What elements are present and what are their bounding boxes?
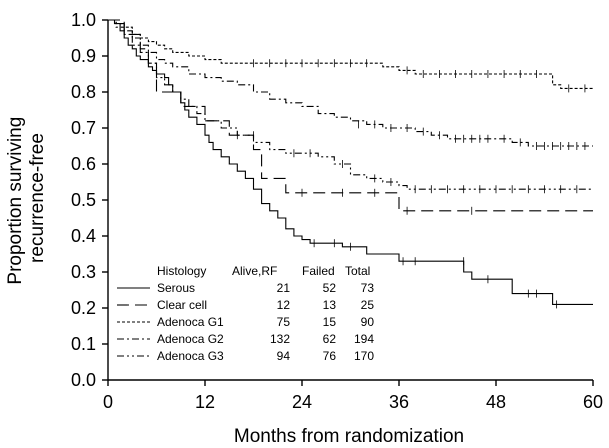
y-tick-label: 0.6: [71, 154, 96, 174]
x-axis-title: Months from randomization: [234, 426, 464, 447]
y-tick-label: 0.8: [71, 82, 96, 102]
y-tick-label: 0.9: [71, 46, 96, 66]
y-axis-title: Proportion surviving recurrence-free: [5, 111, 48, 284]
legend-name: Adenoca G1: [157, 315, 224, 329]
y-tick-label: 0.7: [71, 118, 96, 138]
legend-alive-value: 94: [277, 349, 291, 363]
legend-name: Clear cell: [157, 298, 207, 312]
legend-failed-value: 13: [323, 298, 337, 312]
series-clear-cell-line: [108, 19, 593, 212]
y-tick-label: 0.2: [71, 298, 96, 318]
y-tick-label: 0.3: [71, 262, 96, 282]
y-tick-label: 0.1: [71, 334, 96, 354]
y-axis-title-line-2: recurrence-free: [27, 133, 48, 263]
legend-title: Histology: [157, 264, 206, 278]
y-tick-label: 0.5: [71, 190, 96, 210]
axes: 0.0 0.1 0.2 0.3 0.4 0.5 0.6 0.7 0.8 0.9 1.0 0 12 24 36…: [71, 10, 603, 412]
series-adenoca-g2-line: [108, 19, 593, 147]
legend-total-value: 170: [354, 349, 374, 363]
legend-failed-value: 52: [323, 281, 337, 295]
y-axis-title-line-1: Proportion surviving: [5, 117, 26, 285]
y-tick-label: 0.4: [71, 226, 96, 246]
legend: Histology Alive,RF Failed Total Serous 21…: [117, 264, 374, 363]
legend-name: Serous: [157, 281, 195, 295]
legend-total-value: 73: [361, 281, 375, 295]
legend-alive-value: 21: [277, 281, 291, 295]
legend-total-value: 90: [361, 315, 375, 329]
legend-name: Adenoca G2: [157, 332, 224, 346]
legend-col-failed: Failed: [302, 264, 335, 278]
legend-alive-value: 12: [277, 298, 291, 312]
series-curves: [108, 19, 593, 309]
legend-name: Adenoca G3: [157, 349, 224, 363]
legend-failed-value: 62: [323, 332, 337, 346]
legend-alive-value: 132: [270, 332, 290, 346]
x-tick-label: 24: [292, 392, 312, 412]
y-tick-label: 1.0: [71, 10, 96, 30]
x-tick-label: 60: [583, 392, 603, 412]
legend-alive-value: 75: [277, 315, 291, 329]
legend-col-total: Total: [345, 264, 370, 278]
legend-col-alive: Alive,RF: [232, 264, 277, 278]
legend-total-value: 25: [361, 298, 375, 312]
series-adenoca-g1-line: [108, 19, 593, 89]
legend-total-value: 194: [354, 332, 374, 346]
series-serous-line: [108, 19, 593, 305]
series-adenoca-g3-line: [108, 19, 593, 190]
legend-failed-value: 76: [323, 349, 337, 363]
x-tick-label: 12: [195, 392, 215, 412]
x-tick-label: 0: [103, 392, 113, 412]
x-tick-label: 36: [389, 392, 409, 412]
y-tick-label: 0.0: [71, 370, 96, 390]
legend-failed-value: 15: [323, 315, 337, 329]
x-tick-label: 48: [486, 392, 506, 412]
